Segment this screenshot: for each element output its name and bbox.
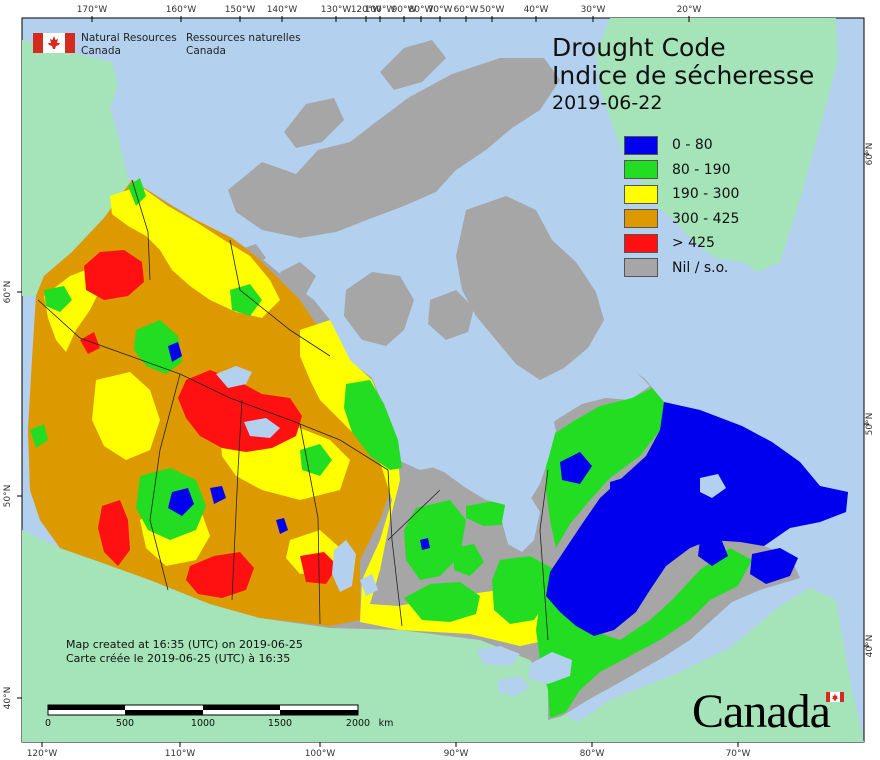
legend-item: 190 - 300 <box>624 182 739 207</box>
right-tick-label: 40°N <box>865 635 875 658</box>
top-tick-label: 50°W <box>480 5 505 15</box>
bottom-tick-label: 100°W <box>305 749 336 759</box>
org-en-line1: Natural Resources <box>81 32 177 44</box>
legend: 0 - 80 80 - 190 190 - 300 300 - 425 > 425 Nil… <box>624 133 739 280</box>
province-borders <box>37 179 549 641</box>
org-fr-line2: Canada <box>186 45 226 57</box>
legend-item: 300 - 425 <box>624 207 739 232</box>
credit-english: Map created at 16:35 (UTC) on 2019-06-25 <box>66 638 303 651</box>
right-tick-label: 60°N <box>865 143 875 166</box>
scale-bar <box>47 704 359 716</box>
top-tick-label: 160°W <box>166 5 197 15</box>
top-tick-label: 120°W <box>351 5 382 15</box>
top-tick-label: 170°W <box>77 5 108 15</box>
legend-label: 300 - 425 <box>672 210 740 227</box>
legend-swatch <box>624 233 658 253</box>
wordmark-flag-icon <box>826 692 844 702</box>
bottom-ticks: 120°W 110°W 100°W 90°W 80°W 70°W <box>27 742 751 759</box>
legend-item: 0 - 80 <box>624 133 739 158</box>
legend-swatch <box>624 135 658 155</box>
org-fr-line1: Ressources naturelles <box>186 32 301 44</box>
top-tick-label: 100°W <box>365 5 396 15</box>
top-tick-label: 140°W <box>267 5 298 15</box>
greenland <box>596 18 838 272</box>
title-french: Indice de sécheresse <box>552 61 815 90</box>
top-ticks: 170°W 160°W 150°W 140°W 130°W 120°W100°W90°W8… <box>77 5 702 22</box>
legend-label: 80 - 190 <box>672 161 731 178</box>
scale-label: 500 <box>116 718 134 729</box>
top-tick-label: 60°W <box>454 5 479 15</box>
legend-label: > 425 <box>672 235 715 252</box>
map-title-block: Drought Code Indice de sécheresse 2019-0… <box>552 34 814 116</box>
org-en-line2: Canada <box>81 45 121 57</box>
legend-label: 0 - 80 <box>672 137 713 154</box>
top-tick-label: 30°W <box>581 5 606 15</box>
right-ticks: 60°N 50°N 40°N <box>864 143 875 658</box>
usa <box>22 530 864 742</box>
top-tick-label: 150°W <box>225 5 256 15</box>
arctic-islands <box>228 40 604 380</box>
bottom-tick-label: 120°W <box>27 749 58 759</box>
hudson-bay <box>386 362 556 506</box>
credit-french: Carte créée le 2019-06-25 (UTC) à 16:35 <box>66 652 291 665</box>
scale-label: 1500 <box>268 718 292 729</box>
legend-swatch <box>624 258 658 278</box>
org-name-fr: Ressources naturelles Canada <box>186 32 301 58</box>
legend-item: 80 - 190 <box>624 158 739 183</box>
canada-wordmark: Canada <box>692 684 844 739</box>
legend-label: Nil / s.o. <box>672 259 729 276</box>
scale-label: 0 <box>45 718 51 729</box>
top-tick-label: 70°W <box>428 5 453 15</box>
bottom-tick-label: 110°W <box>165 749 196 759</box>
title-english: Drought Code <box>552 33 726 62</box>
legend-swatch <box>624 209 658 229</box>
james-bay <box>502 496 540 552</box>
map-date: 2019-06-22 <box>552 92 663 114</box>
canada-flag-icon <box>33 33 75 53</box>
top-tick-label: 90°W <box>392 5 417 15</box>
zone-blue <box>168 342 848 636</box>
scale-labels: 0 500 1000 1500 2000 km <box>45 718 393 729</box>
org-name-en: Natural Resources Canada <box>81 32 177 58</box>
left-tick-label: 60°N <box>3 281 13 304</box>
top-tick-label: 20°W <box>677 5 702 15</box>
bottom-tick-label: 80°W <box>580 749 605 759</box>
top-tick-label: 80°W <box>409 5 434 15</box>
left-ticks: 60°N 50°N 40°N <box>3 281 22 710</box>
top-tick-label: 130°W <box>321 5 352 15</box>
legend-label: 190 - 300 <box>672 186 740 203</box>
lakes <box>216 366 726 696</box>
legend-swatch <box>624 160 658 180</box>
bottom-tick-label: 70°W <box>726 749 751 759</box>
wordmark-text: Canada <box>692 685 831 738</box>
legend-item: Nil / s.o. <box>624 256 739 281</box>
right-tick-label: 50°N <box>865 413 875 436</box>
scale-unit: km <box>379 718 394 729</box>
bottom-tick-label: 90°W <box>444 749 469 759</box>
left-tick-label: 50°N <box>3 485 13 508</box>
alaska <box>22 40 132 296</box>
scale-label: 2000 <box>346 718 370 729</box>
left-tick-label: 40°N <box>3 687 13 710</box>
legend-item: > 425 <box>624 231 739 256</box>
map-credit: Map created at 16:35 (UTC) on 2019-06-25… <box>66 638 303 666</box>
legend-swatch <box>624 184 658 204</box>
top-tick-label: 40°W <box>524 5 549 15</box>
scale-label: 1000 <box>191 718 215 729</box>
